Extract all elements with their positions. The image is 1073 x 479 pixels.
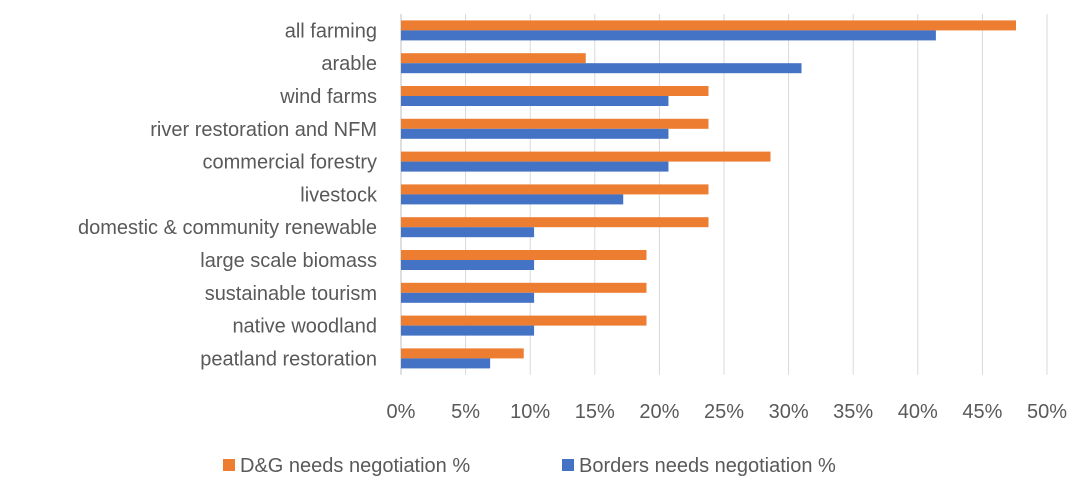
- category-label: commercial forestry: [203, 152, 377, 174]
- bar-borders: [401, 128, 669, 139]
- category-label: arable: [321, 53, 377, 75]
- bar-dg: [401, 86, 709, 96]
- legend-swatch-dg: [223, 459, 235, 471]
- category-label: native woodland: [232, 316, 377, 338]
- bar-dg: [401, 53, 586, 64]
- bar-borders: [401, 30, 936, 41]
- bar-dg: [401, 20, 1016, 31]
- bar-borders: [401, 227, 535, 238]
- category-labels: all farming arable wind farms river restora…: [78, 20, 378, 370]
- x-tick-label: 50%: [1027, 401, 1067, 423]
- category-label: river restoration and NFM: [150, 119, 377, 141]
- x-tick-label: 45%: [962, 401, 1002, 423]
- x-tick-label: 5%: [451, 401, 480, 423]
- bar-borders: [401, 161, 669, 172]
- bar-dg: [401, 282, 647, 293]
- bar-dg: [401, 184, 709, 195]
- x-tick-label: 10%: [510, 401, 550, 423]
- category-label: large scale biomass: [200, 250, 377, 272]
- x-tick-label: 35%: [833, 401, 873, 423]
- x-tick-label: 15%: [575, 401, 615, 423]
- category-label: livestock: [300, 184, 378, 206]
- bar-dg: [401, 315, 647, 326]
- category-label: all farming: [285, 20, 377, 42]
- bar-dg: [401, 250, 647, 260]
- category-label: domestic & community renewable: [78, 217, 377, 239]
- bar-dg: [401, 348, 524, 359]
- x-tick-labels: 0% 5% 10% 15% 20% 25% 30% 35% 40% 45% 50%: [387, 401, 1068, 423]
- legend: D&G needs negotiation % Borders needs ne…: [223, 455, 836, 477]
- bar-borders: [401, 63, 802, 74]
- bar-borders: [401, 358, 491, 369]
- legend-label-borders: Borders needs negotiation %: [579, 455, 836, 477]
- x-tick-label: 20%: [639, 401, 679, 423]
- bar-dg: [401, 118, 709, 129]
- category-label: wind farms: [279, 86, 377, 108]
- category-label: sustainable tourism: [205, 283, 377, 305]
- bar-dg: [401, 217, 709, 228]
- category-label: peatland restoration: [200, 348, 377, 370]
- x-tick-label: 40%: [898, 401, 938, 423]
- bar-borders: [401, 325, 535, 336]
- bar-borders: [401, 260, 535, 270]
- bar-borders: [401, 96, 669, 106]
- legend-swatch-borders: [562, 459, 574, 471]
- bar-dg: [401, 151, 771, 162]
- bars: [401, 20, 1016, 369]
- x-tick-label: 0%: [387, 401, 416, 423]
- bar-borders: [401, 194, 624, 205]
- x-tick-label: 25%: [704, 401, 744, 423]
- x-tick-label: 30%: [769, 401, 809, 423]
- bar-borders: [401, 292, 535, 303]
- legend-label-dg: D&G needs negotiation %: [240, 455, 470, 477]
